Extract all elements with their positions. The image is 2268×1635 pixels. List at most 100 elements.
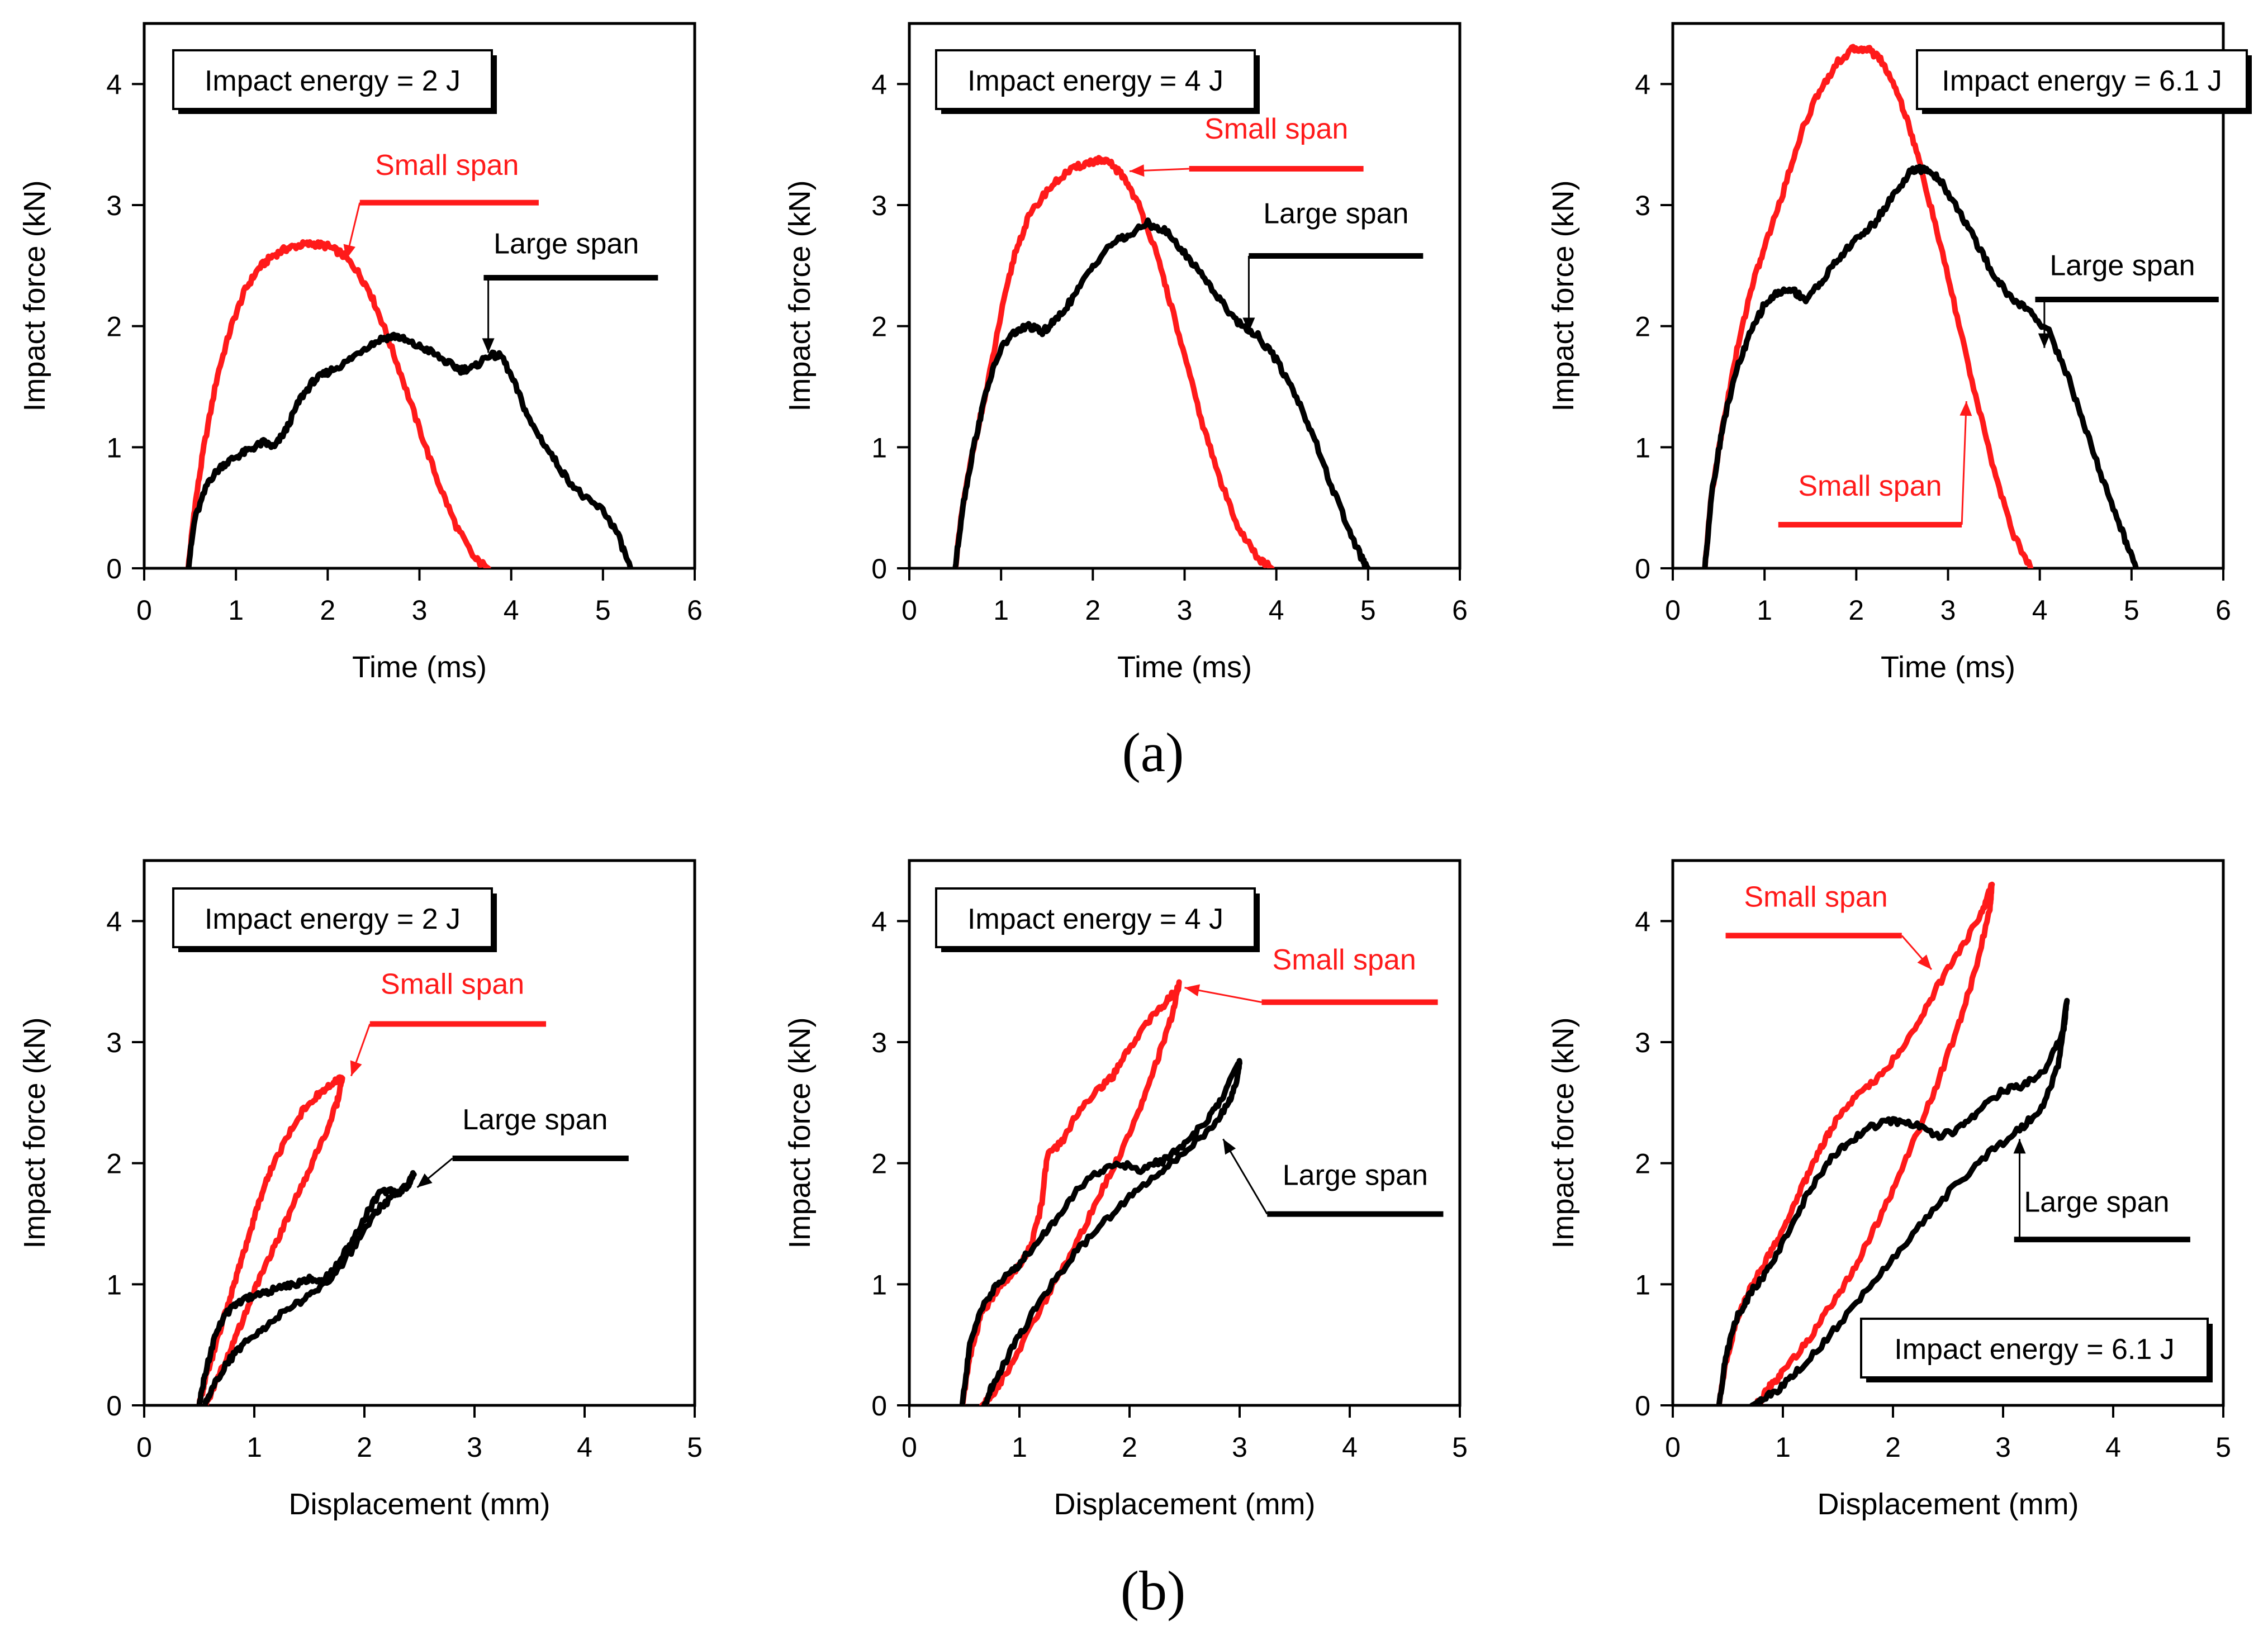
annotation-large-span: Large span [1242,198,1424,332]
y-tick-label: 0 [106,553,122,584]
annotation-label: Small span [1798,470,1942,502]
y-tick-label: 3 [1635,1027,1650,1058]
annotation-underline [2035,297,2219,302]
y-tick-label: 4 [1635,69,1650,100]
y-axis-title: Impact force (kN) [1546,1017,1580,1248]
x-tick-label: 2 [1848,595,1864,626]
annotation-label: Large span [462,1104,608,1136]
x-tick-label: 5 [2215,1432,2231,1463]
series-line-large-span [1702,164,2139,568]
series-line-small-span [1702,44,2034,568]
annotation-label: Small span [1204,113,1348,145]
note-box [935,49,1256,110]
x-tick-label: 2 [1085,595,1100,626]
annotation-label: Large span [2024,1186,2169,1218]
annotation-arrow-line [1961,401,1967,525]
x-tick-label: 6 [687,595,703,626]
y-tick-label: 3 [1635,190,1650,221]
y-tick-label: 1 [871,1269,887,1300]
note-box [1916,49,2248,110]
y-tick-label: 4 [1635,906,1650,937]
x-tick-label: 6 [2215,595,2231,626]
annotation-large-span: Large span [2035,250,2219,348]
annotation-underline [1189,166,1364,172]
annotation-underline [1267,1211,1444,1217]
y-tick-label: 3 [871,1027,887,1058]
annotation-arrow-head [1242,317,1255,332]
impact-energy-note: Impact energy = 6.1 J [1860,1318,2213,1382]
y-tick-label: 1 [106,432,122,463]
x-tick-label: 3 [1995,1432,2011,1463]
x-tick-label: 2 [320,595,335,626]
plot-frame [143,859,696,1407]
x-tick-label: 2 [357,1432,372,1463]
chart-panel-4: 0 1 2 3 4 5 0 1 2 3 4 Displacement (mm) Impact force… [18,859,703,1521]
annotation-small-span: Small span [1129,113,1364,177]
note-text: Impact energy = 2 J [205,65,461,97]
note-box [172,887,493,948]
x-tick-label: 5 [2124,595,2139,626]
annotation-arrow-head [1959,401,1972,416]
annotation-small-span: Small span [350,968,547,1077]
plot-frame [1671,859,2225,1407]
row-label-b: (b) [1121,1560,1186,1622]
series-line-large-span [952,217,1371,568]
annotation-label: Large span [2049,250,2195,282]
x-tick-label: 0 [901,595,917,626]
y-axis-title: Impact force (kN) [783,180,817,411]
series-line-small-span [196,1074,345,1405]
annotation-label: Small span [381,968,524,1000]
note-text: Impact energy = 2 J [205,903,461,935]
chart-panel-3: 0 1 2 3 4 5 6 0 1 2 3 4 Time (ms) Impact force (kN) Sm… [1546,22,2252,684]
y-tick-label: 1 [1635,1269,1650,1300]
x-axis-title: Displacement (mm) [1817,1487,2079,1521]
y-tick-label: 3 [871,190,887,221]
annotation-small-span: Small span [1725,881,1933,970]
note-box [1860,1318,2209,1379]
x-tick-label: 4 [1342,1432,1358,1463]
annotation-small-span: Small span [1778,401,1972,527]
y-tick-label: 2 [1635,311,1650,343]
y-tick-label: 0 [1635,1390,1650,1422]
annotation-underline [483,275,658,281]
x-tick-label: 0 [136,1432,152,1463]
series-line-small-span [959,979,1182,1405]
note-text: Impact energy = 4 J [967,903,1223,935]
y-tick-label: 0 [1635,553,1650,584]
y-tick-label: 2 [871,311,887,343]
annotation-arrow-head [482,338,495,353]
note-text: Impact energy = 4 J [967,65,1223,97]
series-line-large-span [185,331,634,568]
plot-frame [908,859,1462,1407]
note-text: Impact energy = 6.1 J [1942,65,2222,97]
annotation-underline [1261,999,1438,1005]
x-tick-label: 1 [1775,1432,1791,1463]
x-tick-label: 5 [687,1432,703,1463]
x-tick-label: 4 [1269,595,1284,626]
x-tick-label: 4 [2105,1432,2121,1463]
y-tick-label: 1 [1635,432,1650,463]
x-tick-label: 3 [467,1432,482,1463]
annotation-arrow-head [1917,954,1932,969]
annotation-large-span: Large span [2013,1139,2190,1243]
annotation-large-span: Large span [482,228,658,353]
annotation-small-span: Small span [343,149,539,260]
y-tick-label: 0 [871,553,887,584]
annotation-label: Small span [1273,944,1416,976]
impact-energy-note: Impact energy = 4 J [935,49,1260,114]
x-tick-label: 4 [504,595,519,626]
x-axis-title: Displacement (mm) [288,1487,550,1521]
y-tick-label: 2 [106,1148,122,1180]
annotation-label: Large span [1263,198,1408,230]
annotation-arrow-head [417,1173,433,1187]
annotation-arrow-head [343,244,355,260]
charts-container: 0 1 2 3 4 5 6 0 1 2 3 4 Time (ms) Impact force (kN) Sm… [18,22,2252,1521]
x-tick-label: 2 [1122,1432,1137,1463]
series-line-small-span [185,239,491,568]
chart-panel-2: 0 1 2 3 4 5 6 0 1 2 3 4 Time (ms) Impact force (kN) Sm… [783,22,1468,684]
row-label-a: (a) [1122,721,1184,783]
y-tick-label: 2 [871,1148,887,1180]
annotation-large-span: Large span [1222,1138,1444,1217]
note-text: Impact energy = 6.1 J [1894,1333,2175,1366]
x-axis-title: Time (ms) [1117,650,1252,684]
